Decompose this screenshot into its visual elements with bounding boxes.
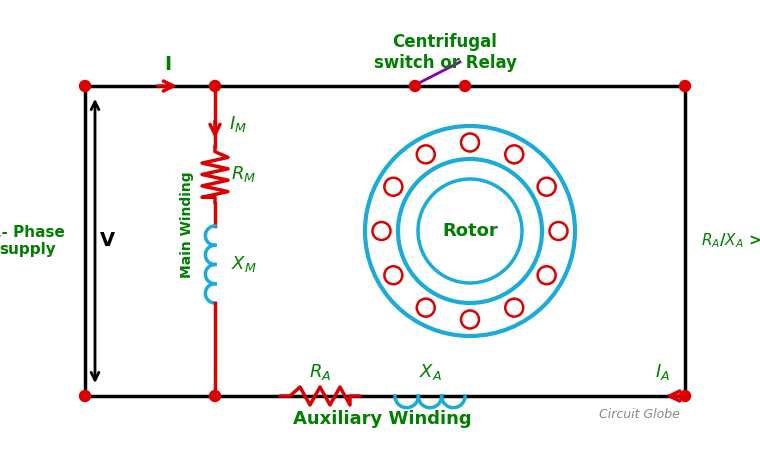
Circle shape — [460, 80, 470, 92]
Text: $I_A$: $I_A$ — [655, 362, 670, 382]
Text: $R_A$: $R_A$ — [309, 362, 331, 382]
Text: Centrifugal
switch or Relay: Centrifugal switch or Relay — [373, 33, 517, 72]
Text: $X_A$: $X_A$ — [419, 362, 442, 382]
Text: 1- Phase
supply: 1- Phase supply — [0, 225, 65, 257]
Circle shape — [410, 80, 420, 92]
Circle shape — [679, 80, 691, 92]
Circle shape — [80, 391, 90, 401]
Text: $X_M$: $X_M$ — [231, 254, 257, 275]
Text: Rotor: Rotor — [442, 222, 498, 240]
Circle shape — [210, 391, 220, 401]
Circle shape — [80, 80, 90, 92]
Text: $R_M$: $R_M$ — [231, 165, 256, 184]
Text: $I_M$: $I_M$ — [229, 114, 247, 134]
Text: Auxiliary Winding: Auxiliary Winding — [293, 410, 472, 428]
Circle shape — [210, 80, 220, 92]
Text: Main Winding: Main Winding — [180, 171, 194, 278]
Text: Circuit Globe: Circuit Globe — [599, 408, 680, 421]
Text: I: I — [164, 55, 172, 74]
Text: V: V — [100, 231, 115, 250]
Text: $R_A$/$X_A$ > $R_M$/$X_M$: $R_A$/$X_A$ > $R_M$/$X_M$ — [701, 232, 760, 250]
Circle shape — [679, 391, 691, 401]
